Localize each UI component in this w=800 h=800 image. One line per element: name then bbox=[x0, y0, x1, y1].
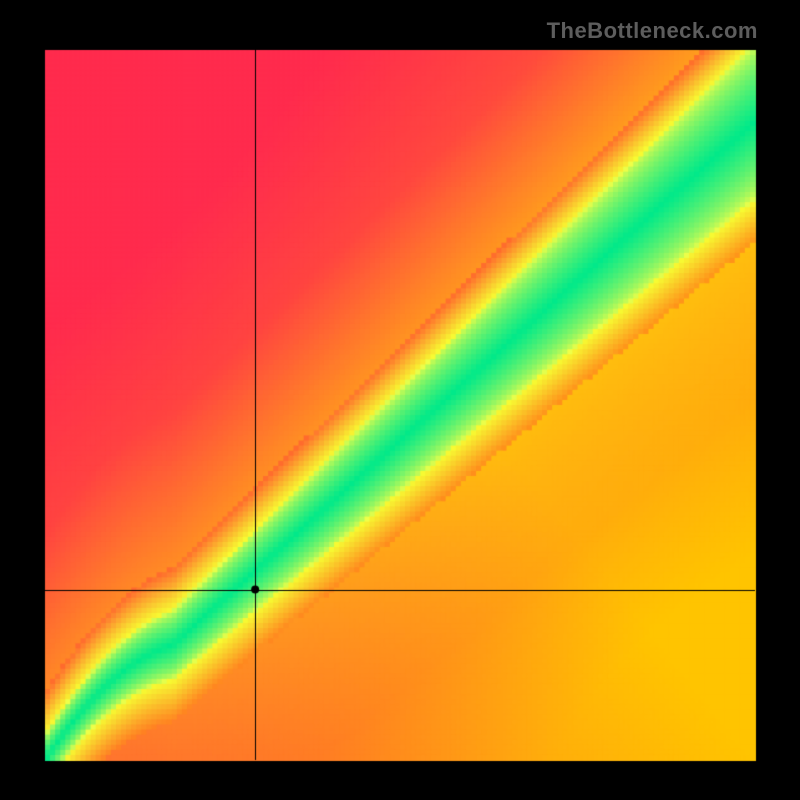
bottleneck-heatmap bbox=[0, 0, 800, 800]
chart-container: TheBottleneck.com bbox=[0, 0, 800, 800]
watermark-text: TheBottleneck.com bbox=[547, 18, 758, 44]
